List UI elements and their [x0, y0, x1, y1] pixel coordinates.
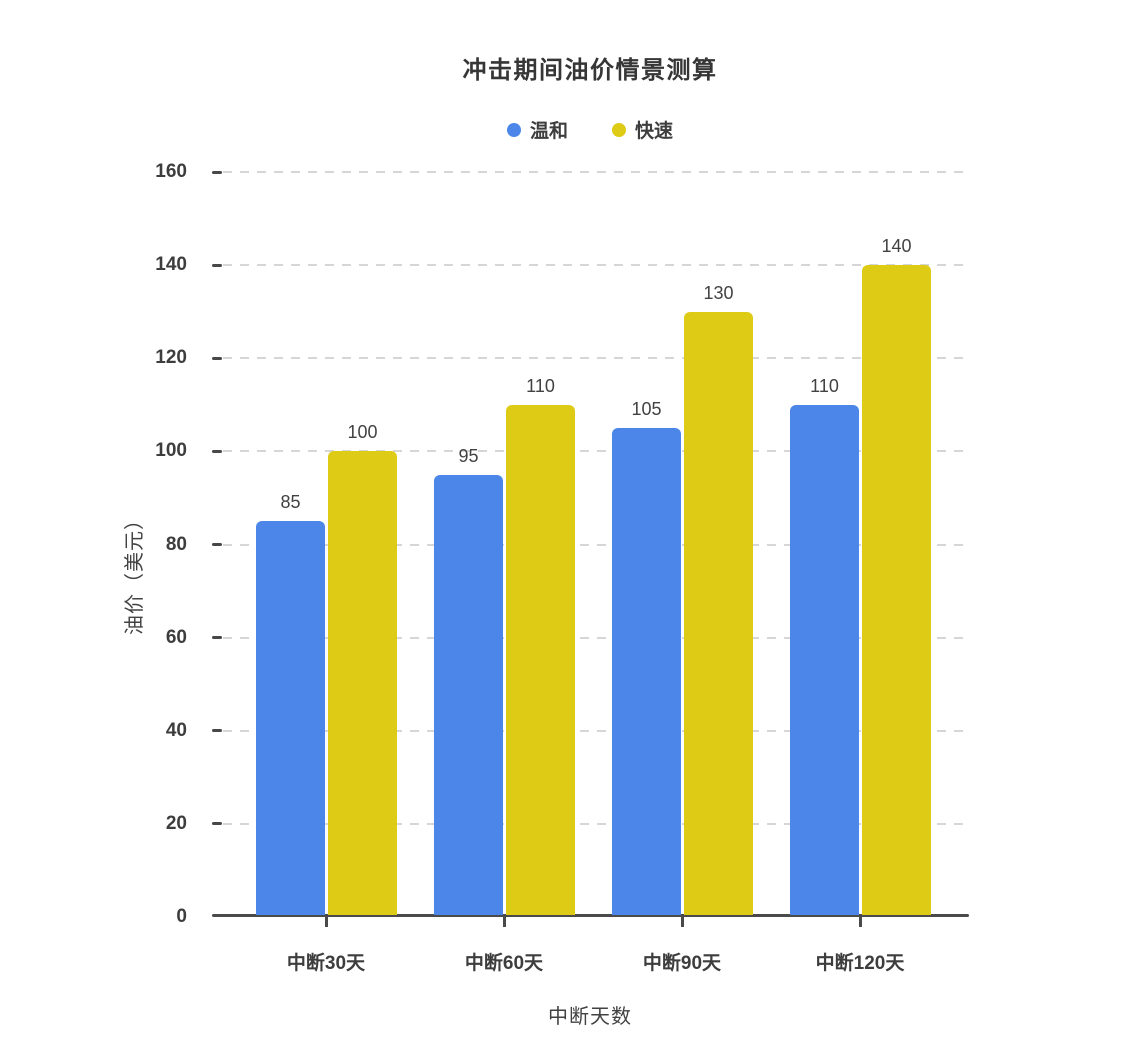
y-tick [212, 636, 222, 640]
legend-marker-circle [506, 122, 521, 137]
x-tick [502, 916, 506, 927]
bar-value-温和-中断60天: 95 [458, 446, 479, 466]
x-tick [680, 916, 684, 927]
y-tick [212, 263, 222, 267]
gridline-160 [223, 171, 965, 173]
x-tick [324, 916, 328, 927]
gridline-40 [223, 729, 965, 732]
bar-value-温和-中断90天: 105 [631, 399, 662, 419]
x-category-label-中断60天: 中断60天 [464, 953, 544, 974]
gridline-100 [223, 450, 965, 453]
bar-快速-中断90天 [684, 312, 753, 915]
y-tick-label-40: 40 [165, 719, 187, 741]
legend-item-温和[interactable]: 温和 [506, 116, 568, 143]
y-tick [212, 449, 222, 453]
chart-title: 冲击期间油价情景测算 [462, 57, 718, 84]
bar-温和-中断120天 [790, 405, 859, 915]
y-tick-label-140: 140 [155, 254, 187, 276]
y-tick [212, 170, 222, 174]
bar-value-温和-中断30天: 85 [280, 492, 301, 512]
y-tick-label-100: 100 [155, 440, 187, 462]
y-tick-label-60: 60 [165, 626, 187, 648]
x-category-label-中断120天: 中断120天 [815, 953, 905, 974]
x-axis-line [212, 914, 969, 917]
legend-label: 温和 [529, 121, 568, 142]
y-tick-label-120: 120 [155, 347, 187, 369]
legend: 温和 快速 [215, 116, 965, 143]
bar-value-快速-中断30天: 100 [347, 422, 378, 442]
x-axis-title: 中断天数 [548, 1006, 632, 1028]
legend-marker-circle [612, 122, 626, 137]
x-category-label-中断90天: 中断90天 [642, 953, 722, 974]
bar-value-温和-中断120天: 110 [810, 376, 839, 396]
gridline-60 [223, 636, 965, 639]
legend-item-快速[interactable]: 快速 [612, 116, 673, 143]
y-tick [212, 822, 222, 826]
bar-快速-中断120天 [862, 265, 931, 915]
bar-温和-中断90天 [612, 428, 681, 915]
y-tick-label-0: 0 [176, 906, 187, 927]
x-category-label-中断30天: 中断30天 [286, 953, 366, 974]
y-tick [212, 729, 222, 733]
y-tick [212, 543, 222, 546]
gridline-80 [223, 543, 965, 546]
bar-value-快速-中断120天: 140 [881, 236, 912, 256]
bar-温和-中断60天 [434, 475, 503, 915]
gridline-120 [223, 357, 965, 360]
gridline-20 [223, 822, 965, 825]
y-tick-label-80: 80 [165, 533, 187, 555]
y-tick-label-20: 20 [165, 812, 187, 834]
bar-value-快速-中断60天: 110 [526, 376, 555, 396]
bar-快速-中断30天 [328, 451, 397, 915]
x-tick [858, 916, 862, 927]
plot-area: 0 20 40 60 80 100 120 140 160 85 100 95 110 105 130 110… [155, 161, 969, 927]
bar-温和-中断30天 [256, 521, 325, 915]
legend-label: 快速 [635, 121, 674, 142]
y-tick [212, 356, 222, 360]
bar-value-快速-中断90天: 130 [703, 283, 734, 303]
gridline-140 [223, 264, 965, 267]
bar-快速-中断60天 [506, 405, 575, 915]
y-tick-label-160: 160 [155, 161, 187, 182]
